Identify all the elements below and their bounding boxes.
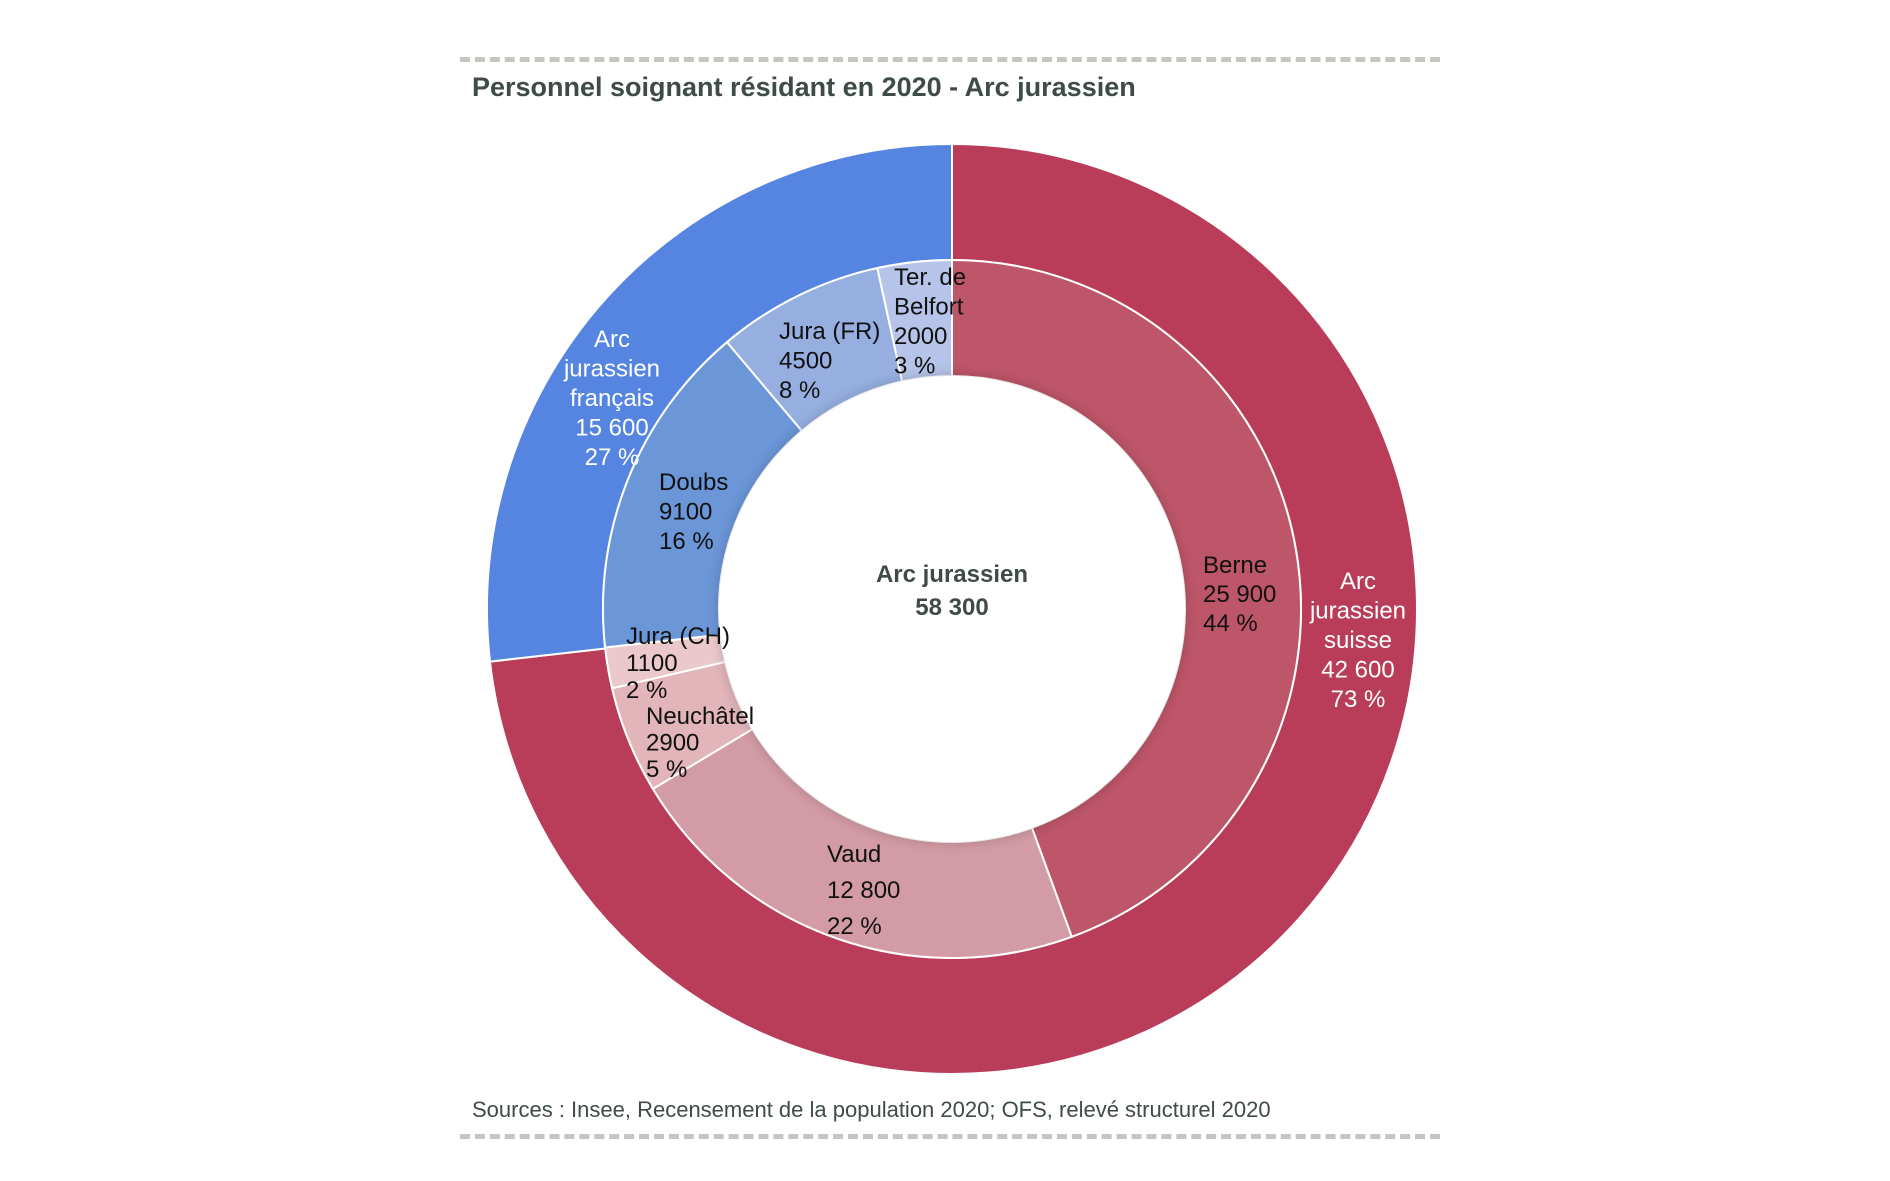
inner-label: Neuchâtel 2900 5 % <box>646 703 754 783</box>
bottom-divider <box>460 1134 1440 1139</box>
inner-label: Berne 25 900 44 % <box>1203 552 1276 637</box>
inner-label-line: 1100 <box>626 650 678 677</box>
inner-label: Ter. de Belfort 2000 3 % <box>894 264 966 380</box>
inner-label: Vaud 12 800 22 % <box>827 841 900 940</box>
inner-label-line: 44 % <box>1203 610 1258 637</box>
outer-label-line: 15 600 <box>575 415 648 442</box>
outer-label: Arc jurassien français 15 600 27 % <box>563 326 660 471</box>
inner-label-line: Jura (FR) <box>779 318 880 345</box>
inner-label-line: Berne <box>1203 552 1267 579</box>
inner-label: Doubs 9100 16 % <box>659 469 728 555</box>
outer-label-line: jurassien <box>563 356 660 383</box>
inner-label-line: 2000 <box>894 323 947 350</box>
center-label-name: Arc jurassien <box>876 561 1028 588</box>
outer-label-line: 73 % <box>1331 686 1386 713</box>
outer-label-line: français <box>570 385 654 412</box>
inner-label-line: Neuchâtel <box>646 703 754 730</box>
inner-label-line: 8 % <box>779 377 820 404</box>
inner-label-line: Belfort <box>894 294 964 321</box>
center-label-value: 58 300 <box>915 594 988 621</box>
inner-label: Jura (CH) 1100 2 % <box>626 623 730 704</box>
inner-label-line: 4500 <box>779 348 832 375</box>
chart-source: Sources : Insee, Recensement de la popul… <box>472 1097 1271 1122</box>
outer-label-line: Arc <box>594 326 630 353</box>
inner-label-line: Ter. de <box>894 264 966 291</box>
outer-label-line: Arc <box>1340 568 1376 595</box>
outer-label-line: 27 % <box>585 444 640 471</box>
top-divider <box>460 57 1440 62</box>
chart-title: Personnel soignant résidant en 2020 - Ar… <box>472 72 1136 102</box>
outer-label-line: jurassien <box>1309 598 1406 625</box>
inner-label-line: 12 800 <box>827 877 900 904</box>
inner-label-line: 3 % <box>894 353 935 380</box>
inner-label-line: 9100 <box>659 499 712 526</box>
inner-label-line: 22 % <box>827 913 882 940</box>
outer-label-line: suisse <box>1324 627 1392 654</box>
inner-label-line: Doubs <box>659 469 728 496</box>
outer-label-line: 42 600 <box>1321 657 1394 684</box>
inner-label-line: 5 % <box>646 756 687 783</box>
inner-label-line: 25 900 <box>1203 581 1276 608</box>
inner-label-line: Jura (CH) <box>626 623 730 650</box>
inner-label: Jura (FR) 4500 8 % <box>779 318 880 404</box>
inner-label-line: Vaud <box>827 841 881 868</box>
inner-label-line: 2 % <box>626 677 667 704</box>
outer-label: Arc jurassien suisse 42 600 73 % <box>1309 568 1406 713</box>
inner-label-line: 2900 <box>646 730 699 757</box>
inner-label-line: 16 % <box>659 528 714 555</box>
donut-hole <box>719 376 1185 842</box>
